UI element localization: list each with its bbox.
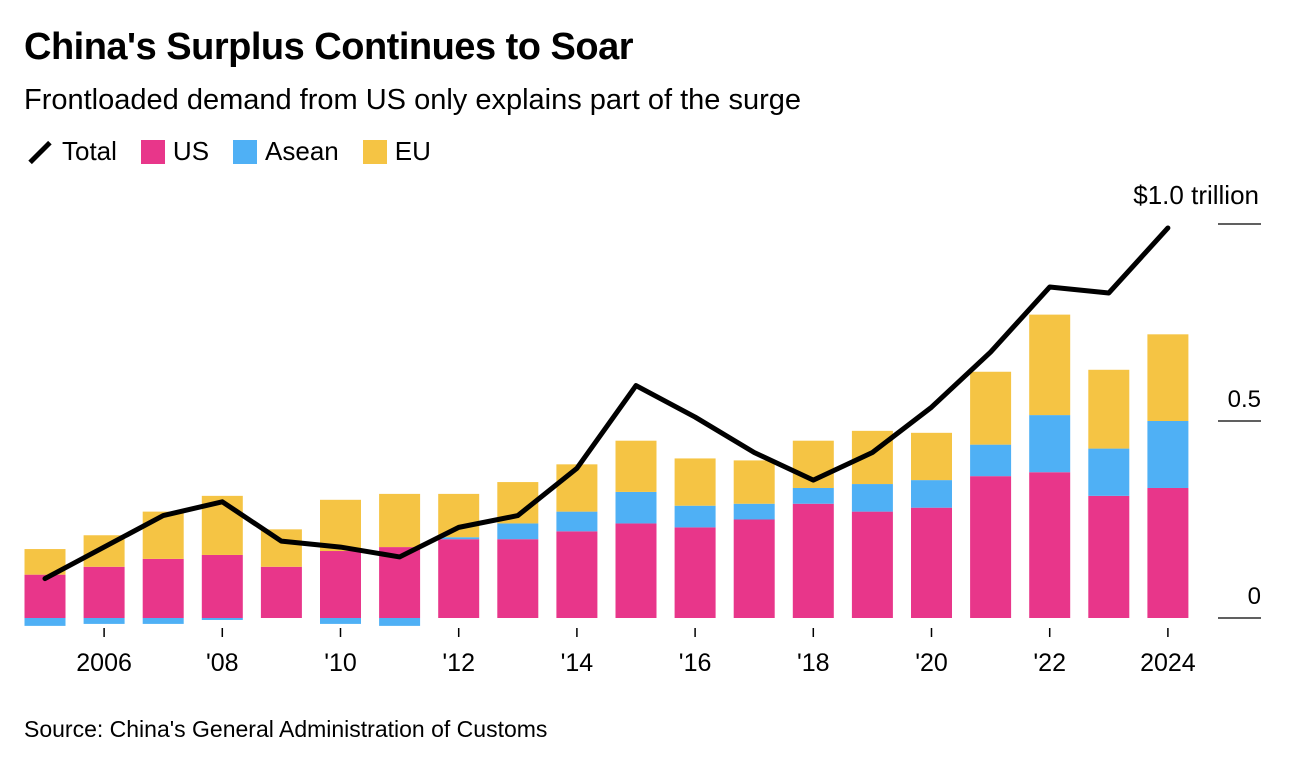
bar-asean-2021 — [970, 444, 1012, 477]
bar-eu-2023 — [1088, 369, 1130, 449]
bar-us-2014 — [556, 531, 598, 618]
x-tick-label-2008: '08 — [206, 649, 239, 677]
bar-asean-2018 — [792, 487, 834, 504]
legend-item-us: US — [140, 136, 210, 167]
bar-eu-2021 — [970, 371, 1012, 445]
bar-us-2012 — [438, 539, 480, 618]
bar-eu-2022 — [1029, 314, 1071, 416]
bar-us-2020 — [911, 507, 952, 618]
bar-us-2010 — [320, 551, 361, 618]
bar-eu-2012 — [438, 493, 480, 538]
bar-asean-2024 — [1147, 421, 1189, 488]
bar-eu-2014 — [556, 464, 598, 512]
bar-asean-2020 — [911, 480, 952, 508]
bar-eu-2020 — [911, 432, 952, 481]
bar-eu-2016 — [674, 458, 716, 506]
bar-eu-2009 — [260, 529, 302, 567]
legend-label-asean: Asean — [265, 136, 339, 166]
bar-eu-2010 — [320, 499, 361, 552]
legend-swatch-eu — [362, 139, 387, 164]
bar-asean-2014 — [556, 511, 598, 532]
bar-eu-2024 — [1147, 334, 1189, 421]
legend-label-us: US — [172, 136, 210, 166]
bar-us-2016 — [674, 527, 716, 618]
bar-eu-2015 — [615, 440, 657, 492]
legend-label-total: Total — [62, 136, 117, 166]
x-tick-label-2022: '22 — [1033, 649, 1066, 677]
x-tick-label-2018: '18 — [797, 649, 830, 677]
legend-item-total: Total — [24, 136, 117, 167]
bar-us-2007 — [142, 558, 184, 618]
chart-source: Source: China's General Administration o… — [24, 716, 548, 742]
x-tick-label-2006: 2006 — [76, 649, 132, 677]
x-tick-label-2010: '10 — [324, 649, 357, 677]
bar-asean-2019 — [851, 484, 893, 512]
x-tick-label-2014: '14 — [561, 649, 594, 677]
legend-item-asean: Asean — [233, 136, 339, 167]
bar-asean-2017 — [733, 503, 775, 520]
x-tick-label-2016: '16 — [679, 649, 712, 677]
y-tick-label-0: 0 — [1248, 583, 1261, 610]
chart-title: China's Surplus Continues to Soar — [24, 26, 634, 68]
bar-asean-2010 — [320, 618, 361, 624]
bar-us-2017 — [733, 519, 775, 618]
bar-asean-2008 — [201, 618, 243, 620]
bar-asean-2006 — [83, 618, 125, 624]
bar-asean-2005 — [24, 618, 66, 626]
legend-label-eu: EU — [394, 136, 431, 166]
bar-asean-2022 — [1029, 415, 1071, 473]
x-tick-label-2012: '12 — [442, 649, 475, 677]
bar-us-2022 — [1029, 472, 1071, 618]
bar-asean-2016 — [674, 505, 716, 528]
bar-us-2018 — [792, 503, 834, 618]
chart-plot: 0 0.5 $1.0 trillion 2006 '08 '10 '12 '14 '16 '18 '… — [24, 180, 1261, 677]
chart-subtitle: Frontloaded demand from US only explains… — [24, 84, 801, 116]
bar-eu-2017 — [733, 460, 775, 504]
bar-us-2009 — [260, 566, 302, 618]
bar-asean-2013 — [497, 523, 539, 540]
bar-us-2006 — [83, 566, 125, 618]
bar-us-2019 — [851, 511, 893, 618]
legend-item-eu: EU — [362, 136, 431, 167]
bar-us-2021 — [970, 476, 1012, 618]
bar-us-2008 — [201, 554, 243, 618]
y-unit-label: $1.0 trillion — [1133, 180, 1259, 210]
bar-asean-2023 — [1088, 448, 1130, 496]
bar-us-2013 — [497, 539, 539, 618]
line-total — [42, 225, 1171, 582]
bar-us-2015 — [615, 523, 657, 618]
x-tick-label-2020: '20 — [915, 649, 948, 677]
y-tick-label-1: 0.5 — [1228, 386, 1261, 413]
bar-asean-2011 — [379, 618, 421, 626]
bar-asean-2012 — [438, 537, 480, 540]
bar-asean-2015 — [615, 491, 657, 524]
legend-swatch-asean — [233, 139, 258, 164]
legend-swatch-us — [140, 139, 165, 164]
bar-asean-2007 — [142, 618, 184, 624]
x-tick-label-2024: 2024 — [1140, 649, 1196, 677]
bar-us-2023 — [1088, 495, 1130, 618]
chart-legend: Total US Asean EU — [24, 136, 455, 167]
bar-us-2005 — [24, 574, 66, 618]
bar-eu-2011 — [379, 493, 421, 548]
bar-eu-2007 — [142, 511, 184, 559]
bar-us-2024 — [1147, 487, 1189, 618]
